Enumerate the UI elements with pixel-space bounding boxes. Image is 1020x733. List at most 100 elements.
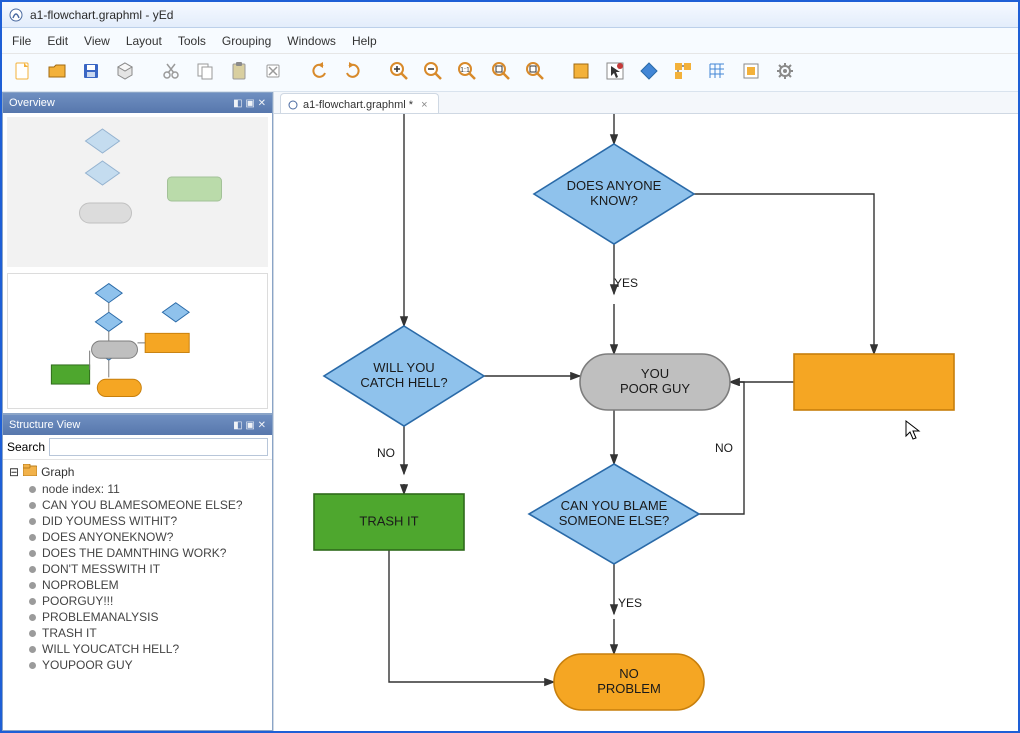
orth-tool-button[interactable] <box>634 58 664 88</box>
bullet-icon <box>29 502 36 509</box>
open-folder-button[interactable] <box>42 58 72 88</box>
node-poor[interactable]: YOUPOOR GUY <box>580 354 730 410</box>
undo-button[interactable] <box>304 58 334 88</box>
tree-item[interactable]: DOES ANYONEKNOW? <box>29 529 266 545</box>
tree-item-label: NOPROBLEM <box>42 578 119 592</box>
structure-tree[interactable]: ⊟ Graph node index: 11 CAN YOU BLAMESOME… <box>3 460 272 730</box>
svg-text:1:1: 1:1 <box>460 67 470 74</box>
bullet-icon <box>29 534 36 541</box>
menu-view[interactable]: View <box>84 34 110 48</box>
overview-dimmed-region <box>7 117 268 267</box>
bullet-icon <box>29 662 36 669</box>
bullet-icon <box>29 646 36 653</box>
pointer-tool-button[interactable] <box>600 58 630 88</box>
folder-icon <box>23 464 37 479</box>
node-orange[interactable] <box>794 354 954 410</box>
tree-item-label: PROBLEMANALYSIS <box>42 610 158 624</box>
structure-controls[interactable]: ◧ ▣ ✕ <box>233 420 266 431</box>
grid-tool-button[interactable] <box>702 58 732 88</box>
save-disk-button[interactable] <box>76 58 106 88</box>
menu-grouping[interactable]: Grouping <box>222 34 271 48</box>
tree-item-label: WILL YOUCATCH HELL? <box>42 642 179 656</box>
bullet-icon <box>29 630 36 637</box>
tree-item[interactable]: CAN YOU BLAMESOMEONE ELSE? <box>29 497 266 513</box>
paste-button[interactable] <box>224 58 254 88</box>
zoom-out-button[interactable] <box>418 58 448 88</box>
node-label: CAN YOU BLAME <box>561 498 668 513</box>
tree-root[interactable]: ⊟ Graph <box>9 464 266 479</box>
cube-button[interactable] <box>110 58 140 88</box>
tree-root-label: Graph <box>41 465 74 479</box>
pointer-tool-icon <box>604 60 626 85</box>
tree-item-label: DON'T MESSWITH IT <box>42 562 160 576</box>
node-label: WILL YOU <box>373 360 434 375</box>
tab-close-icon[interactable]: × <box>421 99 427 111</box>
cut-button[interactable] <box>156 58 186 88</box>
menu-layout[interactable]: Layout <box>126 34 162 48</box>
zoom-in-button[interactable] <box>384 58 414 88</box>
bullet-icon <box>29 598 36 605</box>
delete-button[interactable] <box>258 58 288 88</box>
tree-node-index[interactable]: node index: 11 <box>29 481 266 497</box>
copy-button[interactable] <box>190 58 220 88</box>
tree-item[interactable]: TRASH IT <box>29 625 266 641</box>
tree-item[interactable]: DOES THE DAMNTHING WORK? <box>29 545 266 561</box>
node-will[interactable]: WILL YOUCATCH HELL? <box>324 326 484 426</box>
box-tool-icon <box>570 60 592 85</box>
menu-help[interactable]: Help <box>352 34 377 48</box>
tree-item-label: DID YOUMESS WITHIT? <box>42 514 177 528</box>
tree-item[interactable]: NOPROBLEM <box>29 577 266 593</box>
search-label: Search <box>7 440 45 454</box>
tree-item[interactable]: PROBLEMANALYSIS <box>29 609 266 625</box>
new-doc-icon <box>12 60 34 85</box>
edge-label: NO <box>715 441 733 455</box>
layout-tool-button[interactable] <box>668 58 698 88</box>
structure-header[interactable]: Structure View ◧ ▣ ✕ <box>3 415 272 435</box>
tree-item[interactable]: DON'T MESSWITH IT <box>29 561 266 577</box>
search-input[interactable] <box>49 438 268 456</box>
tree-item-label: POORGUY!!! <box>42 594 113 608</box>
structure-search-row: Search <box>3 435 272 460</box>
new-doc-button[interactable] <box>8 58 38 88</box>
menu-windows[interactable]: Windows <box>287 34 336 48</box>
menu-tools[interactable]: Tools <box>178 34 206 48</box>
node-label: DOES ANYONE <box>567 178 662 193</box>
bullet-icon <box>29 550 36 557</box>
tree-item[interactable]: YOUPOOR GUY <box>29 657 266 673</box>
tab-document[interactable]: a1-flowchart.graphml * × <box>280 93 439 113</box>
bullet-icon <box>29 614 36 621</box>
overview-body[interactable] <box>3 113 272 413</box>
redo-button[interactable] <box>338 58 368 88</box>
zoom-11-icon: 1:1 <box>456 60 478 85</box>
node-trash[interactable]: TRASH IT <box>314 494 464 550</box>
node-anyone[interactable]: DOES ANYONEKNOW? <box>534 144 694 244</box>
tree-expand-icon[interactable]: ⊟ <box>9 465 19 479</box>
zoom-11-button[interactable]: 1:1 <box>452 58 482 88</box>
tree-item[interactable]: WILL YOUCATCH HELL? <box>29 641 266 657</box>
tree-item-label: DOES THE DAMNTHING WORK? <box>42 546 226 560</box>
node-label: SOMEONE ELSE? <box>559 513 670 528</box>
overview-header[interactable]: Overview ◧ ▣ ✕ <box>3 93 272 113</box>
overview-title: Overview <box>9 97 55 109</box>
node-noprob[interactable]: NOPROBLEM <box>554 654 704 710</box>
tab-doc-icon <box>287 99 299 111</box>
overview-viewport[interactable] <box>7 273 268 409</box>
overview-controls[interactable]: ◧ ▣ ✕ <box>233 98 266 109</box>
menu-file[interactable]: File <box>12 34 31 48</box>
highlight-tool-icon <box>740 60 762 85</box>
redo-icon <box>342 60 364 85</box>
highlight-tool-button[interactable] <box>736 58 766 88</box>
settings-tool-button[interactable] <box>770 58 800 88</box>
menu-edit[interactable]: Edit <box>47 34 68 48</box>
zoom-fit-button[interactable] <box>486 58 516 88</box>
tree-item[interactable]: POORGUY!!! <box>29 593 266 609</box>
zoom-sel-button[interactable] <box>520 58 550 88</box>
node-blame[interactable]: CAN YOU BLAMESOMEONE ELSE? <box>529 464 699 564</box>
box-tool-button[interactable] <box>566 58 596 88</box>
canvas[interactable]: YESNONOYESDOES ANYONEKNOW?WILL YOUCATCH … <box>274 114 1018 731</box>
layout-tool-icon <box>672 60 694 85</box>
open-folder-icon <box>46 60 68 85</box>
node-label: POOR GUY <box>620 381 690 396</box>
tree-item[interactable]: DID YOUMESS WITHIT? <box>29 513 266 529</box>
zoom-in-icon <box>388 60 410 85</box>
